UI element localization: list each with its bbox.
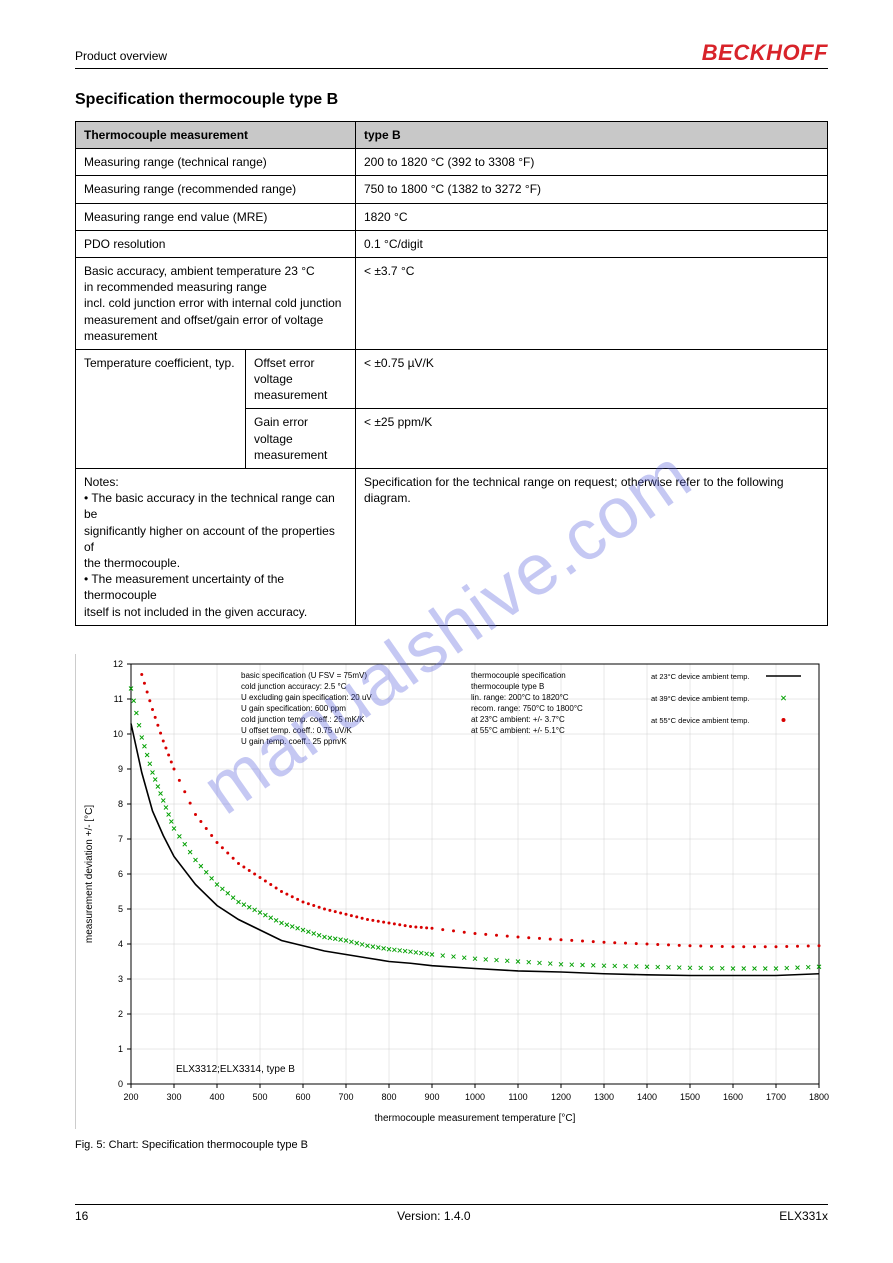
- svg-text:4: 4: [118, 939, 123, 949]
- table-cell: Measuring range (recommended range): [76, 176, 356, 203]
- footer: 16 Version: 1.4.0 ELX331x: [75, 1204, 828, 1223]
- svg-text:measurement deviation +/- [°C]: measurement deviation +/- [°C]: [84, 804, 95, 942]
- svg-text:400: 400: [209, 1092, 224, 1102]
- thermocouple-chart: 2003004005006007008009001000110012001300…: [76, 654, 829, 1129]
- section-title: Specification thermocouple type B: [75, 91, 828, 109]
- svg-text:recom. range: 750°C to 1800°C: recom. range: 750°C to 1800°C: [471, 704, 583, 713]
- table-cell: Gain error voltage measurement: [246, 409, 356, 469]
- svg-text:ELX3312;ELX3314, type B: ELX3312;ELX3314, type B: [176, 1064, 295, 1075]
- svg-text:U gain temp. coeff.: 25 ppm/K: U gain temp. coeff.: 25 ppm/K: [241, 737, 347, 746]
- table-row: Temperature coefficient, typ. Offset err…: [76, 349, 828, 409]
- svg-text:1500: 1500: [680, 1092, 700, 1102]
- svg-text:basic specification (U FSV = 7: basic specification (U FSV = 75mV): [241, 671, 367, 680]
- footer-page: 16: [75, 1209, 88, 1223]
- svg-text:at 23°C device ambient temp.: at 23°C device ambient temp.: [651, 672, 749, 681]
- svg-text:at 39°C device ambient temp.: at 39°C device ambient temp.: [651, 694, 749, 703]
- svg-text:2: 2: [118, 1009, 123, 1019]
- table-header-1: Thermocouple measurement: [76, 122, 356, 149]
- svg-text:1000: 1000: [465, 1092, 485, 1102]
- chart-container: 2003004005006007008009001000110012001300…: [75, 654, 828, 1129]
- svg-text:7: 7: [118, 834, 123, 844]
- table-row: Measuring range end value (MRE)1820 °C: [76, 203, 828, 230]
- svg-text:at 55°C device ambient temp.: at 55°C device ambient temp.: [651, 716, 749, 725]
- svg-text:at 55°C ambient: +/- 5.1°C: at 55°C ambient: +/- 5.1°C: [471, 726, 565, 735]
- svg-text:3: 3: [118, 974, 123, 984]
- svg-text:thermocouple measurement tempe: thermocouple measurement temperature [°C…: [375, 1113, 576, 1124]
- svg-text:1: 1: [118, 1044, 123, 1054]
- svg-text:10: 10: [113, 729, 123, 739]
- table-cell: 0.1 °C/digit: [356, 230, 828, 257]
- table-row: Measuring range (technical range)200 to …: [76, 149, 828, 176]
- svg-text:0: 0: [118, 1079, 123, 1089]
- svg-text:1200: 1200: [551, 1092, 571, 1102]
- svg-text:12: 12: [113, 659, 123, 669]
- table-row: PDO resolution0.1 °C/digit: [76, 230, 828, 257]
- svg-text:1600: 1600: [723, 1092, 743, 1102]
- svg-text:U offset temp. coeff.: 0.75 uV: U offset temp. coeff.: 0.75 uV/K: [241, 726, 353, 735]
- figure-caption: Fig. 5: Chart: Specification thermocoupl…: [75, 1139, 828, 1151]
- svg-text:U gain specification: 600 ppm: U gain specification: 600 ppm: [241, 704, 346, 713]
- table-row: Notes:• The basic accuracy in the techni…: [76, 469, 828, 626]
- table-row: Measuring range (recommended range)750 t…: [76, 176, 828, 203]
- svg-text:1800: 1800: [809, 1092, 829, 1102]
- svg-text:1100: 1100: [508, 1092, 527, 1102]
- table-cell: 1820 °C: [356, 203, 828, 230]
- brand-logo: BECKHOFF: [702, 40, 828, 66]
- table-cell-spec-label: Basic accuracy, ambient temperature 23 °…: [76, 257, 356, 349]
- table-cell: < ±3.7 °C: [356, 257, 828, 349]
- table-cell: Temperature coefficient, typ.: [76, 349, 246, 468]
- svg-text:500: 500: [252, 1092, 267, 1102]
- header-bar: Product overview BECKHOFF: [75, 40, 828, 69]
- svg-text:600: 600: [295, 1092, 310, 1102]
- svg-text:cold junction accuracy: 2.5 °C: cold junction accuracy: 2.5 °C: [241, 682, 347, 691]
- svg-text:200: 200: [123, 1092, 138, 1102]
- svg-text:cold junction temp. coeff.: 25: cold junction temp. coeff.: 25 mK/K: [241, 715, 365, 724]
- svg-text:1300: 1300: [594, 1092, 614, 1102]
- svg-text:5: 5: [118, 904, 123, 914]
- table-cell: Measuring range end value (MRE): [76, 203, 356, 230]
- table-cell: PDO resolution: [76, 230, 356, 257]
- svg-text:11: 11: [114, 694, 123, 704]
- svg-text:thermocouple specification: thermocouple specification: [471, 671, 566, 680]
- svg-text:9: 9: [118, 764, 123, 774]
- table-cell: 750 to 1800 °C (1382 to 3272 °F): [356, 176, 828, 203]
- svg-text:at 23°C ambient: +/- 3.7°C: at 23°C ambient: +/- 3.7°C: [471, 715, 565, 724]
- table-row: Basic accuracy, ambient temperature 23 °…: [76, 257, 828, 349]
- svg-text:900: 900: [424, 1092, 439, 1102]
- table-cell-notes: Notes:• The basic accuracy in the techni…: [76, 469, 356, 626]
- table-header-2: type B: [356, 122, 828, 149]
- footer-version: Version: 1.4.0: [397, 1209, 470, 1223]
- spec-table: Thermocouple measurement type B Measurin…: [75, 121, 828, 626]
- svg-text:8: 8: [118, 799, 123, 809]
- svg-text:lin. range: 200°C to 1820°C: lin. range: 200°C to 1820°C: [471, 693, 569, 702]
- table-cell: Offset error voltage measurement: [246, 349, 356, 409]
- footer-model: ELX331x: [779, 1209, 828, 1223]
- svg-text:1700: 1700: [766, 1092, 786, 1102]
- svg-text:800: 800: [381, 1092, 396, 1102]
- svg-text:300: 300: [166, 1092, 181, 1102]
- svg-text:6: 6: [118, 869, 123, 879]
- table-cell: Measuring range (technical range): [76, 149, 356, 176]
- header-section: Product overview: [75, 49, 167, 63]
- svg-text:700: 700: [338, 1092, 353, 1102]
- svg-text:U excluding gain specification: U excluding gain specification: 20 uV: [241, 693, 372, 702]
- table-cell: Specification for the technical range on…: [356, 469, 828, 626]
- table-cell: < ±25 ppm/K: [356, 409, 828, 469]
- table-cell: < ±0.75 µV/K: [356, 349, 828, 409]
- table-cell: 200 to 1820 °C (392 to 3308 °F): [356, 149, 828, 176]
- svg-text:1400: 1400: [637, 1092, 657, 1102]
- svg-text:thermocouple type B: thermocouple type B: [471, 682, 544, 691]
